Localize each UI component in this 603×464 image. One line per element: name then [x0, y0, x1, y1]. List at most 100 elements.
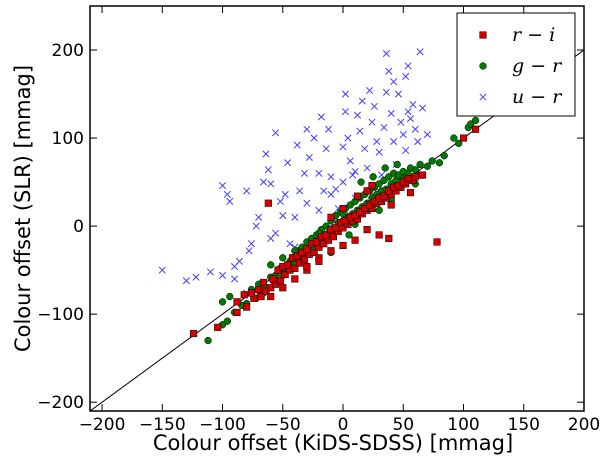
y-tick-label: 100	[52, 129, 84, 149]
data-point	[325, 125, 333, 133]
x-tick-label: 50	[392, 415, 414, 435]
data-point	[368, 118, 376, 126]
data-point	[455, 139, 463, 147]
data-point	[472, 125, 480, 133]
plot-frame	[89, 5, 585, 412]
data-point	[190, 329, 198, 338]
data-point	[390, 138, 398, 146]
data-point	[259, 178, 268, 186]
x-tick-label: −50	[265, 415, 301, 435]
data-point	[428, 157, 436, 165]
data-point	[214, 323, 222, 331]
data-point	[293, 141, 301, 149]
data-point	[344, 134, 352, 142]
data-point	[390, 78, 398, 86]
data-point	[394, 90, 403, 98]
data-point	[351, 167, 359, 176]
data-point	[327, 173, 335, 181]
data-point	[416, 48, 424, 56]
data-point	[339, 204, 347, 213]
data-point	[245, 247, 253, 255]
legend-box	[456, 12, 576, 117]
data-point	[346, 157, 354, 165]
data-point	[375, 231, 383, 239]
data-point	[402, 72, 410, 80]
data-point	[423, 162, 432, 170]
data-point	[271, 129, 280, 137]
data-point	[291, 275, 299, 283]
data-point	[345, 231, 353, 239]
data-point	[310, 134, 318, 142]
data-point	[235, 257, 243, 265]
data-point	[404, 175, 412, 183]
y-tick-label: 0	[73, 217, 84, 237]
data-point	[349, 171, 357, 179]
data-point	[192, 273, 200, 281]
data-point	[373, 138, 381, 146]
data-point	[406, 189, 415, 197]
data-point	[380, 123, 388, 132]
data-point	[291, 213, 299, 221]
data-point	[303, 199, 311, 207]
data-point	[204, 336, 212, 345]
data-point	[279, 284, 287, 292]
data-point	[267, 180, 275, 188]
data-point	[387, 201, 395, 209]
data-point	[322, 231, 330, 239]
data-point	[397, 118, 405, 126]
data-point	[233, 308, 241, 316]
data-point	[269, 275, 277, 283]
y-tick-label: 200	[52, 41, 84, 61]
data-point	[416, 160, 424, 169]
data-point	[315, 257, 323, 265]
data-point	[368, 182, 376, 190]
data-point	[418, 171, 427, 179]
y-tick-label: −200	[37, 393, 84, 413]
data-point	[255, 213, 263, 221]
data-point	[279, 211, 287, 220]
data-point	[433, 238, 441, 246]
data-point	[276, 197, 284, 206]
data-point	[305, 153, 313, 161]
data-point	[387, 109, 395, 117]
data-point	[303, 125, 311, 133]
data-point	[409, 101, 417, 109]
data-point	[247, 289, 256, 297]
legend-marker	[479, 31, 487, 39]
data-point	[393, 160, 401, 169]
x-tick-label: 150	[508, 415, 540, 435]
data-point	[240, 291, 248, 299]
data-point	[262, 150, 270, 158]
data-point	[381, 164, 389, 172]
data-point	[385, 234, 393, 242]
data-point	[339, 143, 347, 151]
data-point	[370, 102, 378, 110]
data-point	[363, 164, 371, 172]
data-point	[264, 199, 272, 207]
data-point	[243, 187, 251, 195]
data-point	[226, 197, 234, 206]
x-tick-label: −200	[79, 415, 126, 435]
data-point	[365, 86, 374, 95]
data-point	[358, 97, 366, 105]
data-point	[380, 192, 388, 200]
data-point	[382, 88, 390, 96]
data-point	[257, 292, 265, 301]
data-point	[361, 145, 369, 153]
data-point	[264, 166, 272, 174]
data-point	[315, 206, 323, 214]
legend-entry: g − r	[512, 55, 563, 77]
data-point	[357, 178, 365, 186]
data-point	[339, 241, 347, 250]
data-point	[363, 187, 371, 195]
data-point	[267, 292, 275, 301]
y-axis-label: Colour offset (SLR) [mmag]	[11, 65, 35, 352]
data-point	[363, 226, 371, 234]
data-point	[339, 178, 347, 186]
data-point	[158, 266, 166, 274]
data-point	[286, 240, 294, 248]
data-point	[353, 111, 362, 119]
data-point	[327, 213, 335, 221]
data-point	[404, 108, 412, 116]
